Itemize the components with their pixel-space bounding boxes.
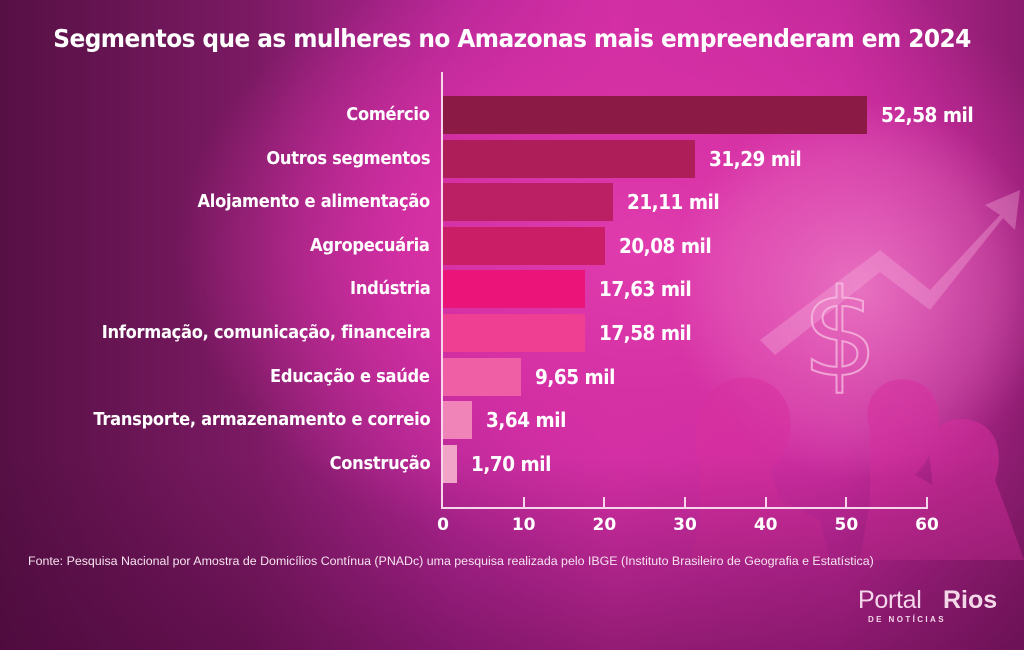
bar (443, 139, 696, 178)
bar (443, 444, 457, 483)
x-tick-label: 0 (437, 515, 449, 535)
value-label: 31,29 mil (709, 146, 802, 171)
x-tick-label: 30 (673, 515, 697, 535)
bar (443, 314, 585, 352)
category-label: Outros segmentos (266, 148, 430, 169)
category-label: Educação e saúde (270, 366, 430, 387)
x-tick-label: 50 (834, 515, 859, 535)
source-note: Fonte: Pesquisa Nacional por Amostra de … (28, 554, 874, 568)
value-label: 3,64 mil (486, 408, 567, 433)
value-label: 20,08 mil (618, 233, 712, 258)
value-label: 17,63 mil (599, 277, 692, 302)
logo-subtitle: DE NOTÍCIAS (868, 615, 946, 624)
x-tick (603, 497, 606, 508)
logo-word-rios: Rios (943, 586, 998, 614)
x-axis-line (441, 507, 928, 509)
logo-word-portal: Portal (858, 586, 922, 614)
value-label: 9,65 mil (534, 364, 615, 389)
value-label: 52,58 mil (881, 103, 974, 127)
category-label: Indústria (349, 279, 431, 300)
bar (443, 96, 868, 134)
x-tick-label: 20 (592, 515, 617, 535)
x-tick-label: 10 (511, 515, 536, 535)
y-axis-line (441, 72, 443, 509)
chart-title: Segmentos que as mulheres no Amazonas ma… (53, 24, 971, 53)
x-tick-label: 40 (753, 515, 778, 535)
category-label: Construção (329, 453, 430, 474)
category-label: Alojamento e alimentação (197, 192, 431, 213)
value-label: 21,11 mil (627, 190, 720, 215)
bar (443, 270, 586, 309)
bar (443, 357, 521, 396)
value-label: 1,70 mil (470, 451, 551, 476)
category-label: Informação, comunicação, financeira (101, 323, 430, 343)
category-label: Comércio (346, 105, 431, 125)
x-tick (764, 497, 767, 508)
x-tick (522, 497, 525, 508)
value-label: 17,58 mil (598, 321, 692, 345)
bar (443, 226, 605, 265)
category-label: Transporte, armazenamento e correio (93, 410, 430, 431)
x-tick-label: 60 (915, 515, 939, 535)
x-tick (926, 497, 928, 508)
x-tick (684, 497, 686, 508)
bar (443, 401, 473, 440)
portal-rios-logo: Portal Rios DE NOTÍCIAS (858, 586, 1012, 630)
category-label: Agropecuária (310, 235, 430, 256)
bar (443, 183, 614, 222)
x-tick (845, 497, 848, 508)
